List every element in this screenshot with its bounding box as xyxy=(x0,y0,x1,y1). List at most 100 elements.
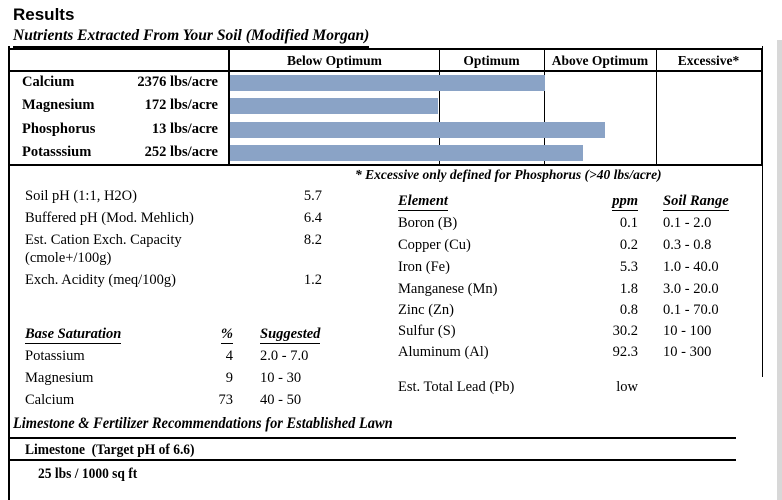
lead-row: Est. Total Lead (Pb) low xyxy=(398,378,743,396)
nutrient-row-phosphorus: Phosphorus 13 lbs/acre xyxy=(10,121,761,138)
nutrient-name: Magnesium xyxy=(22,97,95,113)
element-range: 3.0 - 20.0 xyxy=(663,281,719,297)
saturation-pct: 4 xyxy=(225,348,233,364)
nutrient-name: Phosphorus xyxy=(22,121,96,137)
page-title: Results xyxy=(13,5,75,24)
measurement-value: 1.2 xyxy=(303,272,322,288)
nutrient-value: 2376 lbs/acre xyxy=(137,74,218,90)
element-ppm: 92.3 xyxy=(612,344,638,360)
ppm-header: ppm xyxy=(612,193,638,211)
base-saturation-row: Calcium 73 40 - 50 xyxy=(25,391,355,409)
element-range: 10 - 100 xyxy=(663,323,712,339)
nutrient-row-magnesium: Magnesium 172 lbs/acre xyxy=(10,97,761,114)
saturation-name: Calcium xyxy=(25,392,75,408)
measurement-label: Buffered pH (Mod. Mehlich) xyxy=(25,210,194,226)
base-saturation-header: Base Saturation % Suggested xyxy=(25,325,355,344)
table-divider xyxy=(544,50,545,164)
lead-value: low xyxy=(616,379,638,395)
base-saturation-row: Magnesium 9 10 - 30 xyxy=(25,369,355,387)
element-name: Manganese (Mn) xyxy=(398,281,498,297)
element-row: Zinc (Zn) 0.8 0.1 - 70.0 xyxy=(398,301,743,319)
nutrient-row-potassium: Potasssium 252 lbs/acre xyxy=(10,144,761,161)
element-row: Aluminum (Al) 92.3 10 - 300 xyxy=(398,343,743,361)
measurement-label: Soil pH (1:1, H2O) xyxy=(25,188,137,204)
measurement-row: Buffered pH (Mod. Mehlich) 6.4 xyxy=(25,209,322,227)
table-divider xyxy=(228,50,230,164)
element-range: 0.1 - 2.0 xyxy=(663,215,712,231)
saturation-name: Potassium xyxy=(25,348,85,364)
nutrient-bar xyxy=(230,145,583,161)
table-divider xyxy=(439,50,440,164)
table-divider xyxy=(656,50,657,164)
recommendations-title: Limestone & Fertilizer Recommendations f… xyxy=(13,415,393,432)
measurement-row: Exch. Acidity (meq/100g) 1.2 xyxy=(25,271,322,289)
element-name: Boron (B) xyxy=(398,215,458,231)
base-saturation-row: Potassium 4 2.0 - 7.0 xyxy=(25,347,355,365)
saturation-pct: 73 xyxy=(218,392,234,408)
element-range: 0.3 - 0.8 xyxy=(663,237,712,253)
element-name: Sulfur (S) xyxy=(398,323,456,339)
measurement-row: Soil pH (1:1, H2O) 5.7 xyxy=(25,187,322,205)
column-header-excessive: Excessive* xyxy=(677,53,740,68)
limestone-rate: 25 lbs / 1000 sq ft xyxy=(38,466,138,482)
element-ppm: 5.3 xyxy=(619,259,638,275)
measurement-value: 6.4 xyxy=(303,210,322,226)
element-row: Manganese (Mn) 1.8 3.0 - 20.0 xyxy=(398,280,743,298)
element-name: Aluminum (Al) xyxy=(398,344,489,360)
element-ppm: 0.8 xyxy=(619,302,638,318)
element-header: Element xyxy=(398,193,448,211)
divider-line xyxy=(8,459,736,461)
element-ppm: 0.2 xyxy=(619,237,638,253)
element-row: Sulfur (S) 30.2 10 - 100 xyxy=(398,322,743,340)
element-name: Iron (Fe) xyxy=(398,259,450,275)
limestone-subtitle: Limestone (Target pH of 6.6) xyxy=(25,442,195,458)
nutrient-value: 252 lbs/acre xyxy=(144,144,218,160)
measurement-label: (cmole+/100g) xyxy=(25,250,112,266)
screenshot-edge-strip xyxy=(777,40,782,500)
element-range: 1.0 - 40.0 xyxy=(663,259,719,275)
column-header-above-optimum: Above Optimum xyxy=(551,53,649,68)
element-range: 10 - 300 xyxy=(663,344,712,360)
lead-label: Est. Total Lead (Pb) xyxy=(398,379,515,395)
measurement-value: 8.2 xyxy=(303,232,322,248)
element-row: Copper (Cu) 0.2 0.3 - 0.8 xyxy=(398,236,743,254)
measurement-label: Est. Cation Exch. Capacity xyxy=(25,232,182,248)
percent-header: % xyxy=(220,326,233,344)
header-underline xyxy=(10,70,761,72)
nutrient-value: 13 lbs/acre xyxy=(151,121,218,137)
nutrient-bar-chart: Below Optimum Optimum Above Optimum Exce… xyxy=(8,48,763,166)
nutrient-name: Potasssium xyxy=(22,144,92,160)
measurement-label: Exch. Acidity (meq/100g) xyxy=(25,272,177,288)
page-right-border xyxy=(761,46,763,377)
soil-range-header: Soil Range xyxy=(663,193,729,211)
suggested-header: Suggested xyxy=(260,326,321,344)
nutrient-value: 172 lbs/acre xyxy=(144,97,218,113)
measurement-row: (cmole+/100g) xyxy=(25,249,322,267)
nutrient-bar xyxy=(230,122,605,138)
element-name: Zinc (Zn) xyxy=(398,302,454,318)
element-name: Copper (Cu) xyxy=(398,237,471,253)
nutrient-chart-title: Nutrients Extracted From Your Soil (Modi… xyxy=(13,27,370,48)
saturation-suggested: 40 - 50 xyxy=(260,392,302,408)
divider-line xyxy=(8,437,736,439)
excessive-footnote: * Excessive only defined for Phosphorus … xyxy=(355,167,662,182)
saturation-name: Magnesium xyxy=(25,370,94,386)
element-ppm: 30.2 xyxy=(612,323,638,339)
element-range: 0.1 - 70.0 xyxy=(663,302,719,318)
measurement-value: 5.7 xyxy=(303,188,322,204)
element-row: Boron (B) 0.1 0.1 - 2.0 xyxy=(398,214,743,232)
column-header-below-optimum: Below Optimum xyxy=(287,53,382,68)
element-ppm: 0.1 xyxy=(619,215,638,231)
saturation-pct: 9 xyxy=(225,370,233,386)
measurement-row: Est. Cation Exch. Capacity 8.2 xyxy=(25,231,322,249)
nutrient-name: Calcium xyxy=(22,74,75,90)
saturation-suggested: 10 - 30 xyxy=(260,370,302,386)
saturation-suggested: 2.0 - 7.0 xyxy=(260,348,309,364)
nutrient-bar xyxy=(230,98,438,114)
element-row: Iron (Fe) 5.3 1.0 - 40.0 xyxy=(398,258,743,276)
element-table-header: Element ppm Soil Range xyxy=(398,192,743,211)
nutrient-bar xyxy=(230,75,545,91)
nutrient-row-calcium: Calcium 2376 lbs/acre xyxy=(10,74,761,91)
column-header-optimum: Optimum xyxy=(463,53,520,68)
